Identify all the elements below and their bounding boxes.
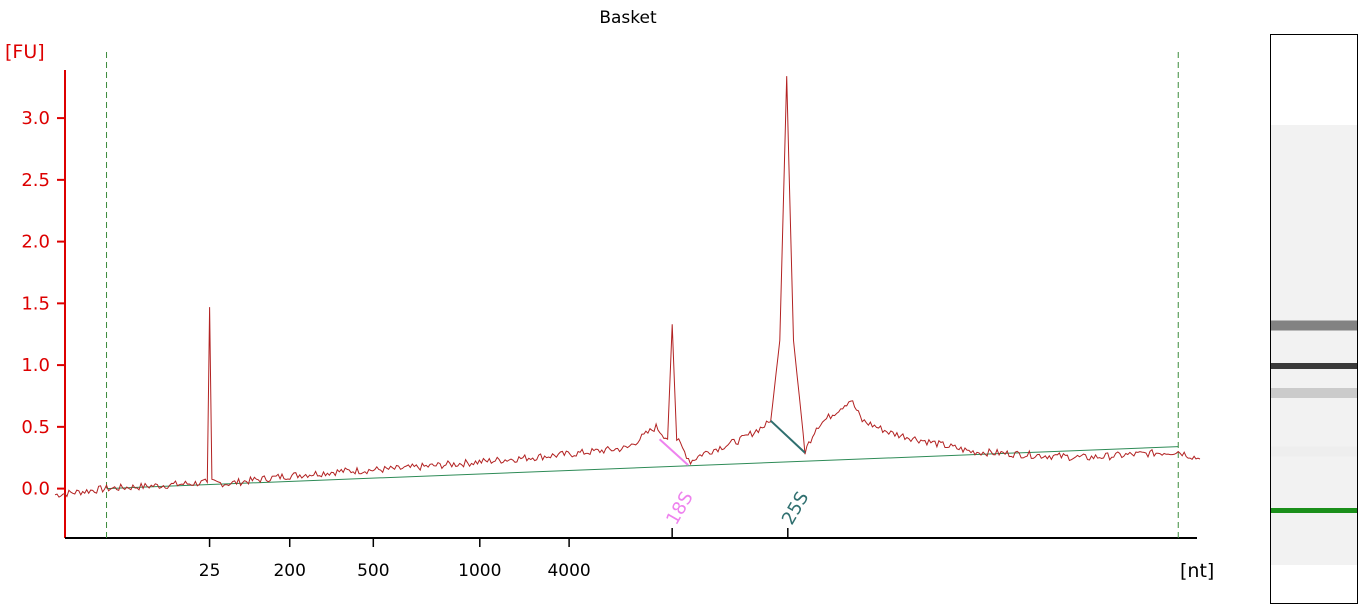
gel-band: [1271, 388, 1357, 398]
y-tick-label: 2.0: [21, 232, 50, 253]
peak-25s-label: 25S: [778, 488, 813, 528]
gel-band: [1271, 320, 1357, 331]
y-tick-label: 0.0: [21, 479, 50, 500]
x-tick-label: 25: [199, 561, 221, 581]
chart-title: Basket: [599, 8, 657, 28]
peak-25s-integration-line: [769, 419, 806, 454]
baseline-line: [106, 446, 1179, 490]
y-axis-label: [FU]: [5, 41, 45, 63]
gel-smear: [1271, 125, 1357, 565]
gel-band: [1271, 446, 1357, 457]
x-tick-label: 500: [357, 561, 389, 581]
y-tick-label: 1.5: [21, 293, 50, 314]
peak-18s-integration-line: [658, 438, 689, 466]
x-tick-label: 200: [273, 561, 305, 581]
gel-lane: [1270, 34, 1358, 604]
gel-band: [1271, 363, 1357, 369]
y-tick-label: 3.0: [21, 108, 50, 129]
gel-lane-image: [1271, 125, 1357, 565]
y-tick-label: 2.5: [21, 170, 50, 191]
y-tick-label: 1.0: [21, 355, 50, 376]
x-tick-label: 1000: [458, 561, 501, 581]
x-tick-label: 4000: [547, 561, 590, 581]
peak-18s-label: 18S: [662, 488, 697, 528]
trace-line: [54, 76, 1201, 498]
y-tick-label: 0.5: [21, 417, 50, 438]
gel-band-lower-marker: [1271, 508, 1357, 513]
x-axis-label: [nt]: [1180, 560, 1214, 582]
